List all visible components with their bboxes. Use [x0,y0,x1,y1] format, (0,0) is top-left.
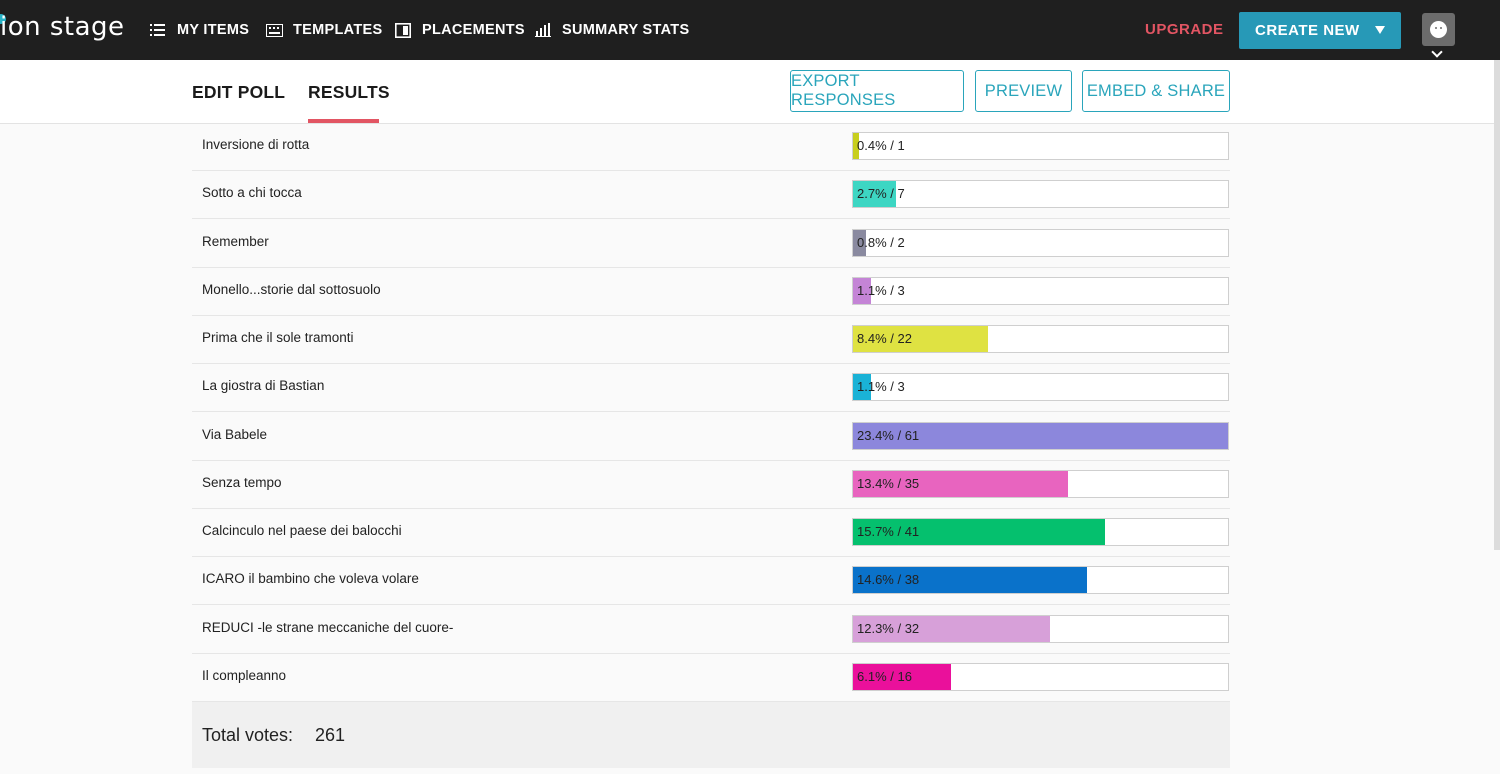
result-row: ICARO il bambino che voleva volare 14.6% … [192,557,1230,606]
total-votes-label: Total votes: [202,725,294,745]
total-votes-value: 261 [315,725,346,745]
result-option-label: Prima che il sole tramonti [202,330,354,345]
preview-button[interactable]: PREVIEW [975,70,1072,112]
nav-summary-stats[interactable]: SUMMARY STATS [534,20,689,40]
result-option-label: La giostra di Bastian [202,378,325,394]
result-bar-track: 13.4% / 35 [852,469,1229,498]
result-bar-fill [853,326,988,352]
result-bar-fill [853,615,1050,642]
result-option-label: ICARO il bambino che voleva volare [202,571,419,587]
result-bar-value: 0.8% / 2 [857,234,905,250]
result-bar-fill [853,663,951,690]
result-bar-fill [853,277,871,304]
result-bar-track: 23.4% / 61 [852,421,1229,450]
result-option-label: Il compleanno [202,667,287,683]
result-bar-track: 15.7% / 41 [852,518,1229,546]
embed-share-button[interactable]: EMBED & SHARE [1082,70,1230,112]
bar-chart-icon [534,22,552,38]
nav-templates[interactable]: TEMPLATES [265,20,382,40]
result-option-label: Inversione di rotta [202,137,310,152]
result-bar-track: 8.4% / 22 [852,325,1229,353]
result-bar-fill [853,133,859,159]
logo-dot [0,14,6,24]
result-option-label: Senza tempo [202,474,282,490]
create-new-button[interactable]: CREATE NEW [1239,12,1401,49]
result-bar-fill [853,470,1068,497]
upgrade-link[interactable]: UPGRADE [1145,21,1224,38]
nav-placements-label: PLACEMENTS [422,22,525,38]
result-bar-track: 12.3% / 32 [852,614,1229,643]
nav-my-items[interactable]: MY ITEMS [149,20,249,40]
scrollbar[interactable] [1494,60,1500,550]
nav-templates-label: TEMPLATES [293,22,383,38]
result-option-label: Monello...storie dal sottosuolo [202,281,381,297]
result-option-label: Sotto a chi tocca [202,185,302,201]
result-bar-fill [853,567,1087,594]
result-bar-value: 8.4% / 22 [857,331,912,346]
export-responses-button[interactable]: EXPORT RESPONSES [790,70,964,112]
result-bar-fill [853,229,866,256]
nav-my-items-label: MY ITEMS [177,22,250,38]
total-votes-panel: Total votes: 261 [192,702,1230,768]
result-bar-value: 15.7% / 41 [857,524,920,539]
result-option-label: Calcinculo nel paese dei balocchi [202,523,402,538]
result-bar-value: 1.1% / 3 [857,379,905,395]
active-tab-indicator [308,119,379,123]
result-bar-value: 1.1% / 3 [857,282,905,298]
result-bar-value: 23.4% / 61 [857,427,920,443]
result-row: REDUCI -le strane meccaniche del cuore- 1… [192,606,1230,654]
result-bar-track: 0.8% / 2 [852,228,1229,257]
result-bar-track: 1.1% / 3 [852,373,1229,402]
result-row: Via Babele 23.4% / 61 [192,413,1230,461]
result-bar-track: 14.6% / 38 [852,566,1229,595]
top-navigation-bar: ion stage MY ITEMS TEMPLATES PLACEMENTS … [0,0,1500,60]
avatar[interactable] [1422,13,1455,46]
result-bar-fill [853,374,871,401]
result-bar-track: 0.4% / 1 [852,132,1229,160]
keyboard-icon [265,22,283,38]
create-new-label: CREATE NEW [1255,22,1360,39]
nav-placements[interactable]: PLACEMENTS [394,20,525,40]
result-bar-value: 13.4% / 35 [857,475,920,491]
result-bar-value: 0.4% / 1 [857,138,905,153]
result-bar-track: 6.1% / 16 [852,662,1229,691]
chevron-down-icon[interactable] [1431,46,1443,58]
result-bar-value: 6.1% / 16 [857,668,912,684]
result-bar-value: 2.7% / 7 [857,186,905,202]
tab-results[interactable]: RESULTS [308,82,390,102]
user-face-icon [1430,21,1447,38]
result-row: Prima che il sole tramonti 8.4% / 22 [192,316,1230,364]
result-option-label: REDUCI -le strane meccaniche del cuore- [202,619,454,635]
result-row: Calcinculo nel paese dei balocchi 15.7% /… [192,509,1230,557]
result-option-label: Remember [202,233,269,249]
placement-icon [394,22,412,38]
result-bar-fill [853,181,896,208]
result-row: Sotto a chi tocca 2.7% / 7 [192,171,1230,220]
list-icon [149,22,167,38]
result-bar-fill [853,422,1228,449]
poll-subheader: EDIT POLL RESULTS EXPORT RESPONSES PREVI… [0,60,1500,124]
tab-edit-poll[interactable]: EDIT POLL [192,82,286,102]
result-bar-fill [853,519,1105,545]
result-row: Monello...storie dal sottosuolo 1.1% / 3 [192,268,1230,316]
result-row: Inversione di rotta 0.4% / 1 [192,123,1230,171]
nav-summary-stats-label: SUMMARY STATS [562,22,690,38]
result-row: Remember 0.8% / 2 [192,220,1230,268]
caret-down-icon [1375,26,1385,34]
result-row: La giostra di Bastian 1.1% / 3 [192,364,1230,413]
result-option-label: Via Babele [202,426,268,442]
logo[interactable]: ion stage [0,12,125,42]
result-bar-track: 1.1% / 3 [852,276,1229,305]
result-row: Il compleanno 6.1% / 16 [192,654,1230,702]
result-row: Senza tempo 13.4% / 35 [192,461,1230,509]
result-bar-track: 2.7% / 7 [852,180,1229,209]
result-bar-value: 12.3% / 32 [857,620,920,636]
result-bar-value: 14.6% / 38 [857,572,920,588]
